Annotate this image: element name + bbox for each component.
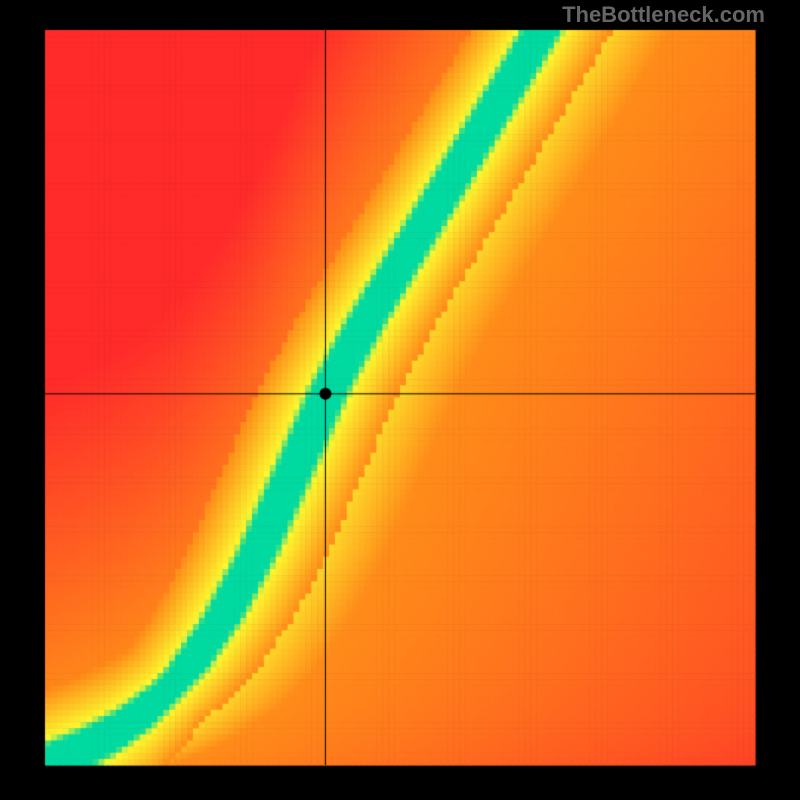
heatmap-canvas bbox=[0, 0, 800, 800]
watermark-text: TheBottleneck.com bbox=[562, 2, 765, 28]
